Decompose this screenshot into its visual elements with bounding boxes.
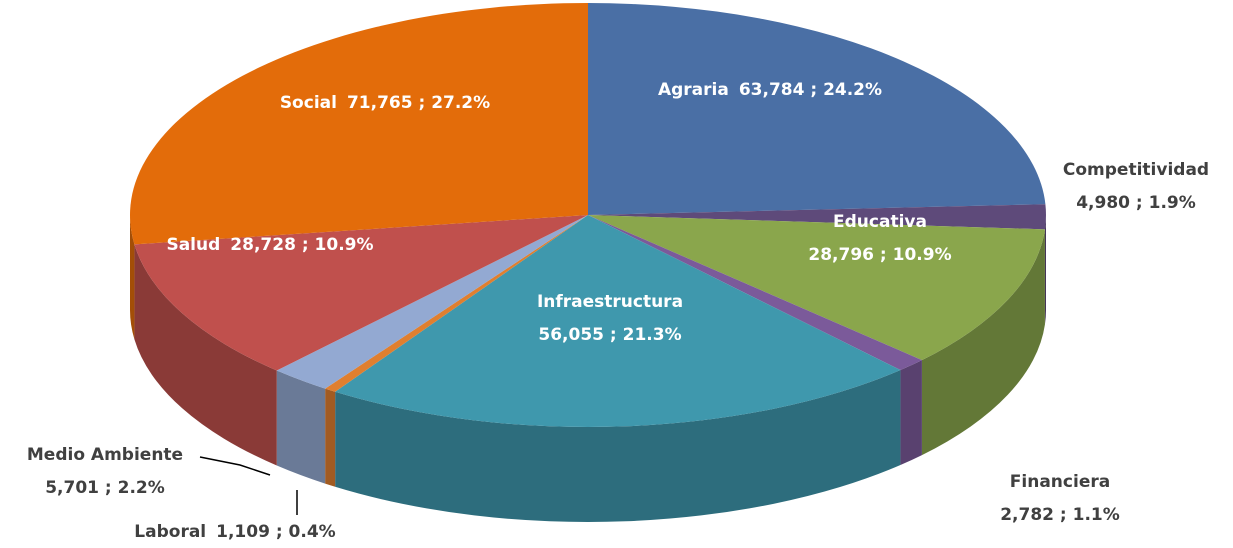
label-value: 28,728 ; 10.9% — [230, 235, 373, 255]
slice — [129, 3, 588, 245]
data-label: Agraria 63,784 ; 24.2% — [658, 80, 882, 100]
slice-side — [276, 370, 326, 484]
data-label: Competitividad 4,980 ; 1.9% — [1063, 160, 1209, 213]
label-value: 2,782 ; 1.1% — [1000, 505, 1120, 525]
data-label: Educativa 28,796 ; 10.9% — [808, 212, 951, 265]
slice — [588, 215, 1045, 361]
label-category: Financiera — [1010, 472, 1110, 492]
label-value: 71,765 ; 27.2% — [347, 93, 490, 113]
label-category: Competitividad — [1063, 160, 1209, 180]
label-value: 28,796 ; 10.9% — [808, 245, 951, 265]
slice-side — [130, 215, 135, 340]
label-value: 1,109 ; 0.4% — [216, 522, 336, 542]
label-category: Educativa — [833, 212, 927, 232]
data-label: Salud 28,728 ; 10.9% — [166, 235, 373, 255]
data-label: Medio Ambiente 5,701 ; 2.2% — [27, 445, 183, 498]
label-category: Laboral — [134, 522, 206, 542]
slice — [276, 215, 588, 389]
slice — [134, 215, 589, 371]
slice — [335, 215, 901, 427]
slice-side — [1044, 215, 1046, 325]
data-label: Infraestructura 56,055 ; 21.3% — [537, 292, 683, 345]
data-label: Social 71,765 ; 27.2% — [280, 93, 490, 113]
slice — [588, 3, 1046, 215]
slice-side — [335, 370, 901, 522]
data-label: Laboral 1,109 ; 0.4% — [134, 522, 335, 542]
label-value: 56,055 ; 21.3% — [538, 325, 681, 345]
slice — [588, 204, 1046, 230]
data-label: Financiera 2,782 ; 1.1% — [1000, 472, 1120, 525]
label-category: Salud — [166, 235, 220, 255]
label-category: Social — [280, 93, 337, 113]
slice-side — [325, 388, 336, 487]
slice — [588, 215, 922, 371]
slice-side — [921, 229, 1045, 456]
label-category: Infraestructura — [537, 292, 683, 312]
slice-side — [134, 244, 277, 466]
slice-side — [900, 360, 922, 466]
label-value: 4,980 ; 1.9% — [1076, 193, 1196, 213]
leader-line — [199, 456, 271, 476]
slice — [325, 215, 588, 392]
label-value: 63,784 ; 24.2% — [739, 80, 882, 100]
label-category: Agraria — [658, 80, 729, 100]
label-category: Medio Ambiente — [27, 445, 183, 465]
label-value: 5,701 ; 2.2% — [45, 478, 165, 498]
